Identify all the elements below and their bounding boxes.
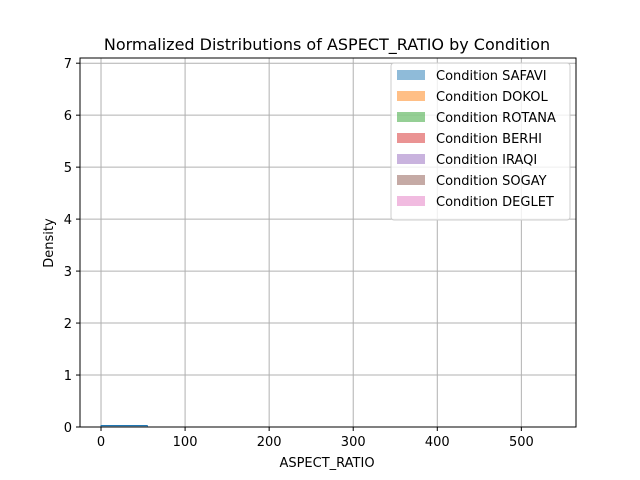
x-tick-label: 100	[173, 435, 198, 450]
y-axis-ticks: 0 1 2 3 4 5 6 7	[64, 57, 80, 436]
legend-swatch	[397, 175, 425, 185]
x-tick-label: 400	[425, 435, 450, 450]
y-tick-label: 0	[64, 421, 72, 436]
legend-entry: Condition IRAQI	[436, 153, 537, 168]
x-tick-label: 500	[509, 435, 534, 450]
legend-entry: Condition DOKOL	[436, 90, 548, 105]
legend-entry: Condition SAFAVI	[436, 69, 547, 84]
legend-entry: Condition SOGAY	[436, 174, 547, 189]
legend-swatch	[397, 70, 425, 80]
x-tick-label: 300	[341, 435, 366, 450]
plot-frame	[79, 57, 577, 428]
x-axis-label: ASPECT_RATIO	[279, 456, 374, 471]
y-tick-label: 5	[64, 161, 72, 176]
y-tick-label: 7	[64, 57, 72, 72]
legend-entry: Condition BERHI	[436, 132, 542, 147]
y-tick-label: 2	[64, 317, 72, 332]
legend-entry: Condition DEGLET	[436, 195, 554, 210]
legend-swatch	[397, 196, 425, 206]
legend-swatch	[397, 91, 425, 101]
y-tick-label: 6	[64, 109, 72, 124]
legend-swatch	[397, 112, 425, 122]
legend-swatch	[397, 133, 425, 143]
y-axis-label: Density	[42, 218, 57, 268]
legend: Condition SAFAVI Condition DOKOL Condition…	[390, 62, 571, 221]
y-tick-label: 4	[64, 213, 72, 228]
y-tick-label: 3	[64, 265, 72, 280]
x-tick-label: 200	[257, 435, 282, 450]
y-tick-label: 1	[64, 369, 72, 384]
x-tick-label: 0	[97, 435, 105, 450]
legend-swatch	[397, 154, 425, 164]
legend-box	[390, 62, 571, 221]
x-axis-ticks: 0 100 200 300 400 500	[97, 427, 534, 450]
chart-title: Normalized Distributions of ASPECT_RATIO…	[104, 35, 550, 55]
legend-entry: Condition ROTANA	[436, 111, 556, 126]
